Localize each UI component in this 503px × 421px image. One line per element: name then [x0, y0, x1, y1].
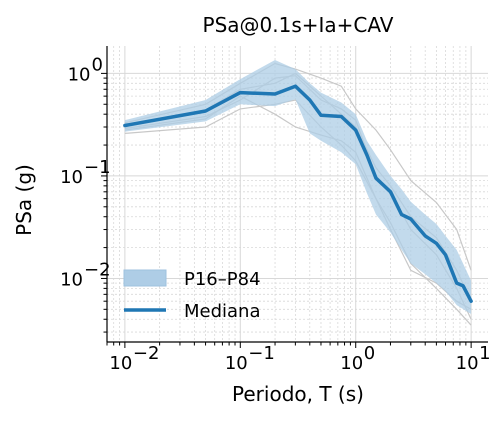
- x-tick-label: 10: [456, 353, 479, 374]
- median-line: [123, 84, 473, 303]
- legend: P16–P84 Mediana: [123, 269, 261, 322]
- axes: [101, 46, 488, 348]
- x-tick-label: 10: [225, 353, 248, 374]
- x-tick-label: 10: [340, 353, 363, 374]
- x-tick-exponent: 0: [364, 343, 375, 364]
- x-tick-label: 10: [109, 353, 132, 374]
- y-tick-label: 10: [60, 167, 83, 188]
- chart-title: PSa@0.1s+Ia+CAV: [203, 13, 394, 37]
- y-tick-exponent: −2: [84, 259, 111, 280]
- x-axis-label: Periodo, T (s): [232, 382, 364, 406]
- y-tick-label: 10: [60, 269, 83, 290]
- y-tick-exponent: −1: [84, 157, 111, 178]
- legend-band-label: P16–P84: [184, 269, 261, 290]
- y-tick-label: 10: [68, 64, 91, 85]
- median-layer: [123, 84, 473, 303]
- x-tick-exponent: −1: [248, 343, 275, 364]
- tick-labels: 10 −2 10 −1 10 0 10 110 −210 −110 0: [60, 54, 490, 374]
- x-tick-exponent: −2: [133, 343, 160, 364]
- y-axis-label: PSa (g): [12, 164, 36, 236]
- x-tick-exponent: 1: [479, 343, 490, 364]
- legend-median-label: Mediana: [184, 301, 261, 322]
- y-tick-exponent: 0: [92, 54, 103, 75]
- record-line: [124, 95, 472, 310]
- legend-band-swatch: [123, 269, 167, 287]
